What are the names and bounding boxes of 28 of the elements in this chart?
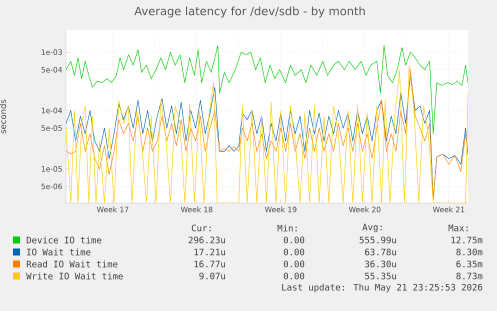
text: 55.35u (365, 272, 396, 280)
legend-label: Read IO Wait time (26, 260, 118, 268)
text: 17.21u (194, 248, 226, 256)
text: 16.77u (194, 260, 226, 268)
text: 63.78u (365, 248, 396, 256)
text: 12.75m (452, 236, 482, 244)
text: Last update: Thu May 21 23:25:53 2026 (282, 284, 482, 292)
text: 0.00 (284, 260, 304, 268)
text: 555.99u (360, 236, 396, 244)
text: 296.23u (188, 236, 226, 244)
text: Max: (448, 224, 468, 232)
legend-label: IO Wait time (27, 248, 90, 256)
text: 0.00 (284, 272, 304, 280)
text: Avg: (362, 224, 382, 232)
legend-label: Device IO time (26, 236, 102, 244)
text: 9.07u (199, 272, 226, 280)
y-axis-title: seconds (0, 100, 6, 134)
text: Cur: (192, 224, 211, 232)
line-series (66, 45, 468, 134)
chart-title: Average latency for /dev/sdb - by month (134, 6, 365, 18)
text: 6.35m (456, 260, 482, 268)
text: 8.30m (456, 248, 482, 256)
text: 0.00 (284, 248, 304, 256)
text: 36.30u (365, 260, 396, 268)
text: 0.00 (284, 236, 304, 244)
text: 8.73m (456, 272, 482, 280)
text: Min: (278, 224, 297, 232)
legend-label: Write IO Wait time (26, 272, 123, 280)
